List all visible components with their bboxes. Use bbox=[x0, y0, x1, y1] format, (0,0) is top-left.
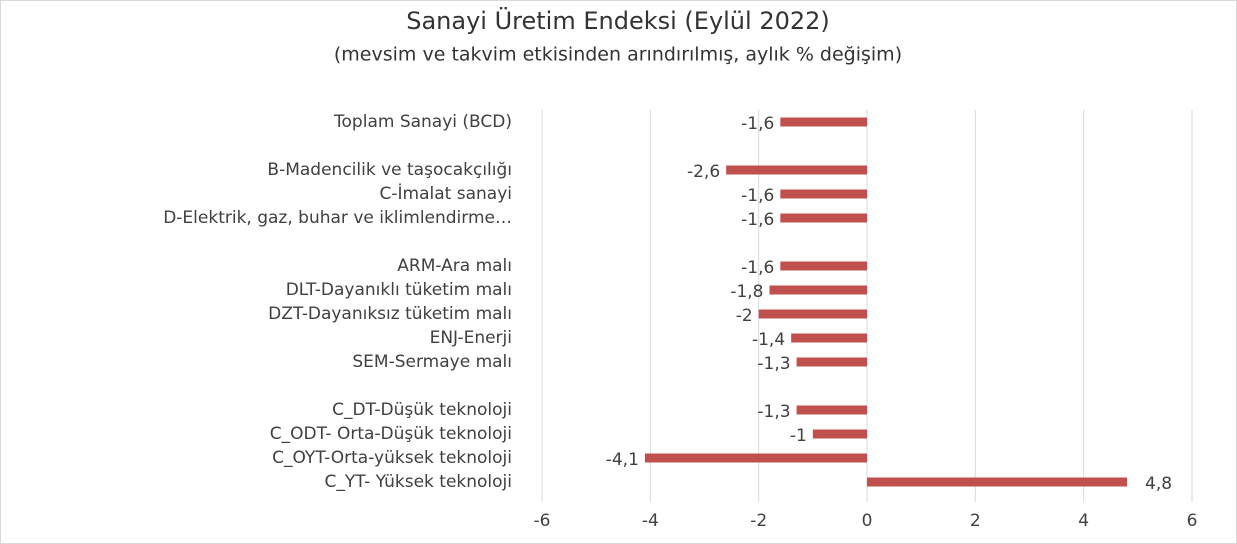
data-label: -1 bbox=[790, 426, 807, 446]
y-tick-label: DLT-Dayanıklı tüketim malı bbox=[286, 280, 512, 300]
x-tick-label: -4 bbox=[642, 511, 659, 531]
data-label: -4,1 bbox=[606, 450, 639, 470]
data-label: -2 bbox=[736, 306, 753, 326]
y-tick-label: C_DT-Düşük teknoloji bbox=[332, 400, 512, 420]
bar bbox=[780, 189, 867, 199]
data-label: -1,8 bbox=[730, 282, 763, 302]
data-label: 4,8 bbox=[1145, 474, 1172, 494]
bar bbox=[726, 165, 867, 175]
y-tick-label: B-Madencilik ve taşocakçılığı bbox=[267, 160, 512, 180]
data-label: -1,6 bbox=[741, 210, 774, 230]
x-tick-label: -6 bbox=[534, 511, 551, 531]
bar bbox=[780, 117, 867, 127]
y-tick-label: D-Elektrik, gaz, buhar ve iklimlendirme… bbox=[163, 208, 512, 228]
bar bbox=[791, 333, 867, 343]
bar bbox=[758, 309, 867, 319]
y-tick-label: C_YT- Yüksek teknoloji bbox=[325, 472, 512, 492]
chart-subtitle: (mevsim ve takvim etkisinden arındırılmı… bbox=[334, 44, 902, 66]
y-tick-label: C_ODT- Orta-Düşük teknoloji bbox=[270, 424, 512, 444]
data-label: -1,4 bbox=[752, 330, 785, 350]
bar bbox=[780, 261, 867, 271]
data-label: -1,3 bbox=[757, 402, 790, 422]
data-label: -1,6 bbox=[741, 258, 774, 278]
bar bbox=[796, 357, 867, 367]
chart-title: Sanayi Üretim Endeksi (Eylül 2022) bbox=[406, 6, 830, 35]
y-tick-label: Toplam Sanayi (BCD) bbox=[333, 112, 512, 132]
x-tick-label: 2 bbox=[970, 511, 981, 531]
bar bbox=[796, 405, 867, 415]
bar bbox=[780, 213, 867, 223]
y-tick-label: ARM-Ara malı bbox=[397, 256, 512, 276]
data-label: -1,6 bbox=[741, 186, 774, 206]
data-label: -1,6 bbox=[741, 114, 774, 134]
x-tick-label: -2 bbox=[750, 511, 767, 531]
y-tick-label: SEM-Sermaye malı bbox=[352, 352, 512, 372]
y-tick-label: DZT-Dayanıksız tüketim malı bbox=[268, 304, 512, 324]
y-tick-label: C-İmalat sanayi bbox=[380, 183, 512, 204]
data-label: -2,6 bbox=[687, 162, 720, 182]
bar bbox=[769, 285, 867, 295]
data-label: -1,3 bbox=[757, 354, 790, 374]
x-tick-label: 6 bbox=[1187, 511, 1198, 531]
bar bbox=[812, 429, 867, 439]
x-tick-label: 0 bbox=[862, 511, 873, 531]
y-tick-label: ENJ-Enerji bbox=[430, 328, 512, 348]
bar bbox=[867, 477, 1127, 487]
x-tick-label: 4 bbox=[1078, 511, 1089, 531]
bar bbox=[644, 453, 867, 463]
y-tick-label: C_OYT-Orta-yüksek teknoloji bbox=[272, 448, 512, 468]
